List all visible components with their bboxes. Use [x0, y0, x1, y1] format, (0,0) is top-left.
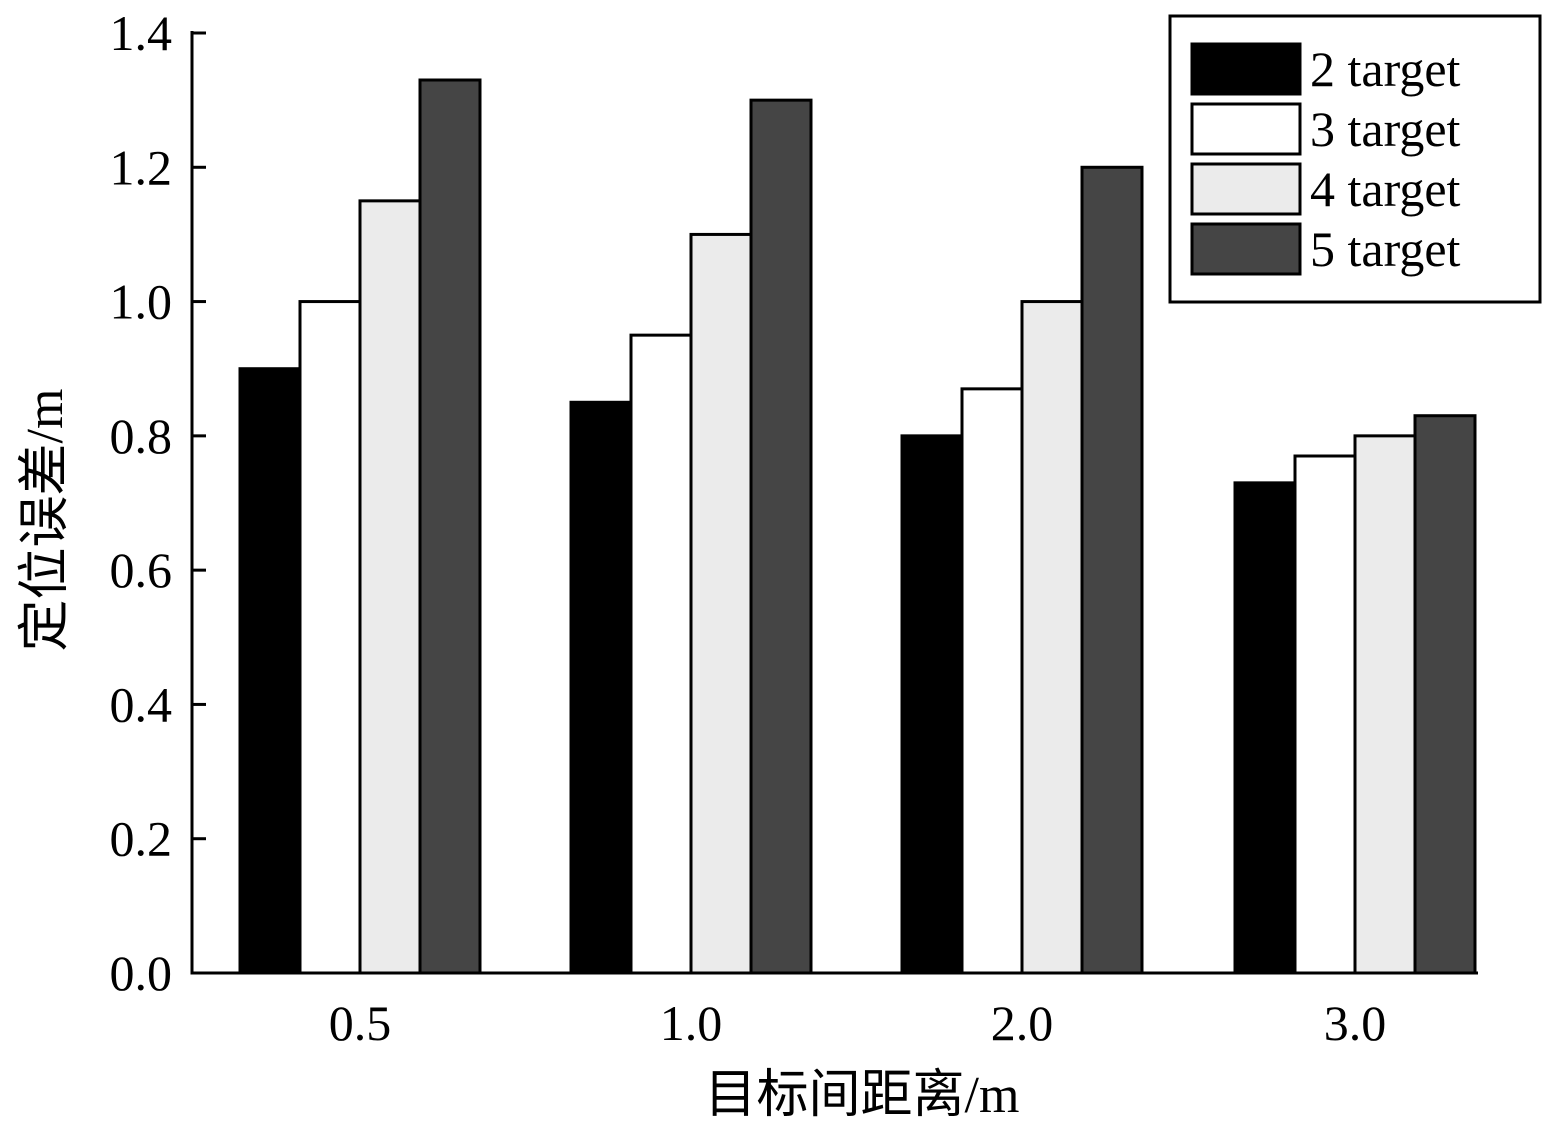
legend-label: 3 target — [1310, 101, 1461, 157]
bar-series-3-target-2-0 — [960, 387, 1024, 975]
legend-label: 4 target — [1310, 161, 1461, 217]
legend-swatch — [1190, 102, 1302, 156]
bar-series-5-target-0-5 — [418, 78, 482, 975]
y-tick-label: 0.6 — [110, 542, 173, 598]
bar-series-5-target-2-0 — [1080, 165, 1144, 975]
bar-series-2-target-1-0 — [569, 400, 633, 975]
legend-label: 5 target — [1310, 221, 1461, 277]
bar-series-2-target-3-0 — [1233, 481, 1297, 975]
legend-swatch — [1190, 222, 1302, 276]
bar-series-3-target-1-0 — [629, 333, 693, 975]
y-tick-label: 1.4 — [110, 5, 173, 61]
axes-layer — [190, 31, 1478, 975]
bar-series-3-target-3-0 — [1293, 454, 1357, 975]
y-tick-label: 0.0 — [110, 945, 173, 1001]
bar-series-2-target-2-0 — [900, 434, 964, 975]
bar-series-4-target-3-0 — [1353, 434, 1417, 975]
bar-series-4-target-2-0 — [1020, 300, 1084, 975]
y-tick-label: 1.0 — [110, 274, 173, 330]
y-tick-label: 1.2 — [110, 139, 173, 195]
y-tick-label: 0.4 — [110, 676, 173, 732]
x-tick-label: 1.0 — [660, 995, 723, 1051]
bar-series-3-target-0-5 — [298, 300, 362, 975]
bar-series-5-target-3-0 — [1413, 414, 1477, 975]
legend-swatch — [1190, 42, 1302, 96]
bars-layer — [238, 78, 1477, 975]
bar-series-5-target-1-0 — [749, 98, 813, 975]
bar-series-2-target-0-5 — [238, 367, 302, 975]
x-tick-label: 2.0 — [991, 995, 1054, 1051]
ticks-layer: 0.0 0.2 0.4 0.6 0.8 1.0 1.2 1.4 0.5 1.0 2.0 3.0 — [110, 5, 1387, 1051]
x-axis-title: 目标间距离/m — [705, 1067, 1020, 1124]
bar-series-4-target-1-0 — [689, 232, 753, 975]
y-axis-title: 定位误差/m — [17, 389, 74, 652]
legend-swatch — [1190, 162, 1302, 216]
x-tick-label: 3.0 — [1324, 995, 1387, 1051]
bar-series-4-target-0-5 — [358, 199, 422, 975]
y-tick-label: 0.2 — [110, 811, 173, 867]
y-tick-label: 0.8 — [110, 408, 173, 464]
legend-label: 2 target — [1310, 41, 1461, 97]
x-tick-label: 0.5 — [329, 995, 392, 1051]
